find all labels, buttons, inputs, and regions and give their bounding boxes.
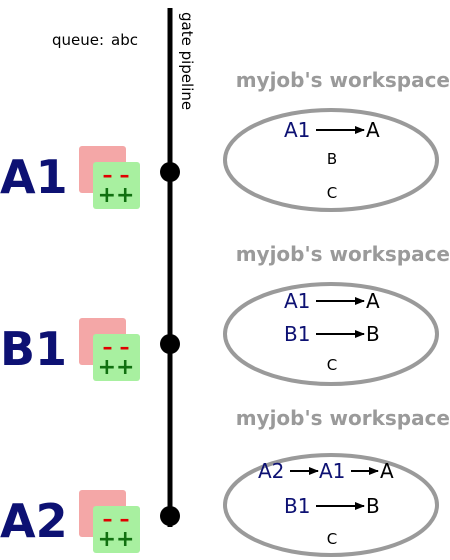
minus-signs: – – bbox=[103, 335, 130, 359]
repo-base: A bbox=[366, 118, 380, 142]
stage-2: B1 – – ++ myjob's workspace A1 A B1 B C bbox=[0, 242, 450, 386]
diff-icon: – – ++ bbox=[79, 318, 140, 381]
repo-change: A1 bbox=[284, 118, 310, 142]
repo-plain: C bbox=[327, 356, 337, 374]
plus-signs: ++ bbox=[98, 183, 135, 208]
diff-icon: – – ++ bbox=[79, 490, 140, 553]
pipeline-node bbox=[160, 506, 180, 526]
workspace-ellipse bbox=[223, 108, 439, 212]
workspace-title: myjob's workspace bbox=[236, 68, 450, 92]
minus-signs: – – bbox=[103, 507, 130, 531]
minus-signs: – – bbox=[103, 163, 130, 187]
plus-signs: ++ bbox=[98, 355, 135, 380]
repo-change: B1 bbox=[284, 322, 310, 346]
workspace-ellipse bbox=[223, 282, 439, 386]
stage-1: A1 – – ++ myjob's workspace A1 A B C bbox=[0, 68, 450, 212]
repo-base: A bbox=[380, 459, 394, 483]
change-label: B1 bbox=[0, 322, 67, 376]
repo-change: B1 bbox=[284, 494, 310, 518]
repo-base: B bbox=[366, 322, 380, 346]
repo-change: A2 bbox=[258, 459, 284, 483]
queue-label: queue: abc bbox=[52, 31, 138, 49]
change-label: A2 bbox=[0, 494, 68, 548]
stage-3: A2 – – ++ myjob's workspace A2 A1 A B1 B… bbox=[0, 406, 450, 557]
pipeline-node bbox=[160, 162, 180, 182]
repo-base: B bbox=[366, 494, 380, 518]
change-label: A1 bbox=[0, 150, 68, 204]
pipeline-node bbox=[160, 334, 180, 354]
pipeline-label: gate pipeline bbox=[178, 12, 196, 110]
repo-plain: C bbox=[327, 184, 337, 202]
repo-plain: C bbox=[327, 530, 337, 548]
workspace-ellipse bbox=[223, 453, 439, 557]
workspace-title: myjob's workspace bbox=[236, 242, 450, 266]
diff-icon: – – ++ bbox=[79, 146, 140, 209]
queue-name: abc bbox=[111, 31, 138, 49]
plus-signs: ++ bbox=[98, 527, 135, 552]
repo-change: A1 bbox=[319, 459, 345, 483]
workspace-title: myjob's workspace bbox=[236, 406, 450, 430]
repo-change: A1 bbox=[284, 289, 310, 313]
repo-plain: B bbox=[327, 150, 337, 168]
repo-base: A bbox=[366, 289, 380, 313]
